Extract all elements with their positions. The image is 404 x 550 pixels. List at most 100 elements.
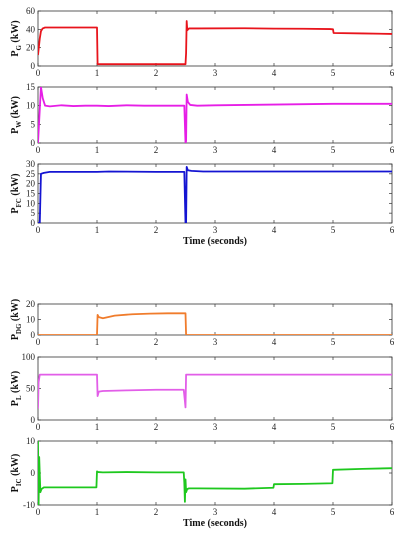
x-tick-label: 4 <box>272 68 277 78</box>
y-axis-label: PFC (kW) <box>10 173 23 213</box>
x-tick-label: 4 <box>272 507 277 517</box>
y-axis-label: PIC (kW) <box>10 454 23 493</box>
y-axis-label-main: P <box>10 128 21 134</box>
y-axis-label-main: P <box>10 207 21 213</box>
x-tick-label: 1 <box>95 145 100 155</box>
x-tick-label: 4 <box>272 145 277 155</box>
y-tick-label: 10 <box>26 315 36 325</box>
y-tick-label: 20 <box>26 299 36 309</box>
series-line <box>38 441 392 505</box>
x-tick-label: 0 <box>36 68 41 78</box>
x-tick-label: 4 <box>272 225 277 235</box>
x-tick-label: 1 <box>95 225 100 235</box>
y-axis-label-sub: L <box>15 395 23 400</box>
x-tick-label: 0 <box>36 225 41 235</box>
y-tick-label: -10 <box>23 500 35 510</box>
x-tick-label: 4 <box>272 422 277 432</box>
x-tick-label: 4 <box>272 337 277 347</box>
x-tick-label: 1 <box>95 507 100 517</box>
y-tick-label: 40 <box>26 24 36 34</box>
y-axis-label-unit: (kW) <box>10 173 21 198</box>
x-tick-label: 1 <box>95 337 100 347</box>
y-axis-label-main: P <box>10 400 21 406</box>
y-axis-label-sub: G <box>15 45 23 51</box>
x-tick-label: 5 <box>331 68 336 78</box>
x-tick-label: 6 <box>390 145 395 155</box>
y-axis-label: PL (kW) <box>10 371 23 407</box>
x-tick-label: 3 <box>213 145 218 155</box>
y-axis-label-unit: (kW) <box>10 371 21 396</box>
y-axis-label: PW (kW) <box>10 96 23 134</box>
y-tick-label: 20 <box>26 43 36 53</box>
plot-frame <box>37 356 393 421</box>
y-tick-label: 0 <box>31 330 36 340</box>
plot-frame <box>37 303 393 336</box>
x-tick-label: 5 <box>331 337 336 347</box>
plot-frame <box>37 10 393 67</box>
series-line <box>38 20 392 66</box>
y-tick-label: 0 <box>31 61 36 71</box>
x-tick-label: 2 <box>154 422 159 432</box>
y-tick-label: 25 <box>26 169 36 179</box>
x-tick-label: 0 <box>36 507 41 517</box>
series-line <box>38 312 392 335</box>
y-axis-label-sub: W <box>15 121 23 128</box>
y-tick-label: 50 <box>26 384 36 394</box>
x-axis-label: Time (seconds) <box>183 518 247 529</box>
y-tick-label: 30 <box>26 159 36 169</box>
y-tick-label: 20 <box>26 179 36 189</box>
x-tick-label: 2 <box>154 145 159 155</box>
x-tick-label: 2 <box>154 225 159 235</box>
y-tick-label: 0 <box>31 415 36 425</box>
subplot-5: 0 1 2 3 4 5 6 0 50 100 PL (kW) <box>10 352 395 432</box>
x-tick-label: 6 <box>390 337 395 347</box>
x-tick-label: 3 <box>213 507 218 517</box>
y-axis-label-sub: FC <box>15 198 23 207</box>
x-axis-label: Time (seconds) <box>183 236 247 247</box>
plot-frame <box>37 86 393 144</box>
x-tick-label: 5 <box>331 422 336 432</box>
y-tick-label: 10 <box>26 101 36 111</box>
y-tick-label: 0 <box>31 468 36 478</box>
plot-frame <box>37 440 393 506</box>
y-axis-label-main: P <box>10 51 21 57</box>
x-tick-label: 0 <box>36 337 41 347</box>
x-tick-label: 5 <box>331 507 336 517</box>
x-tick-label: 5 <box>331 145 336 155</box>
y-tick-label: 0 <box>31 138 36 148</box>
y-tick-label: 15 <box>26 189 36 199</box>
x-tick-label: 6 <box>390 68 395 78</box>
y-tick-label: 5 <box>31 119 36 129</box>
y-axis-label-unit: (kW) <box>10 299 21 324</box>
y-axis-label-unit: (kW) <box>10 20 21 45</box>
y-tick-label: 10 <box>26 436 36 446</box>
x-tick-label: 0 <box>36 422 41 432</box>
x-tick-label: 3 <box>213 225 218 235</box>
y-axis-label-main: P <box>10 334 21 340</box>
y-axis-label-unit: (kW) <box>10 96 21 121</box>
y-tick-label: 0 <box>31 218 36 228</box>
x-tick-label: 3 <box>213 422 218 432</box>
y-axis-label-sub: IC <box>15 478 23 486</box>
x-tick-label: 6 <box>390 422 395 432</box>
series-line <box>38 373 392 409</box>
x-tick-label: 0 <box>36 145 41 155</box>
y-axis-label: PG (kW) <box>10 20 23 56</box>
y-axis-label: PDG (kW) <box>10 299 23 340</box>
x-tick-label: 6 <box>390 225 395 235</box>
y-tick-label: 10 <box>26 198 36 208</box>
series-line <box>38 166 392 223</box>
y-axis-label-sub: DG <box>15 323 23 334</box>
series-line <box>38 87 392 143</box>
y-axis-label-unit: (kW) <box>10 454 21 479</box>
x-tick-label: 1 <box>95 422 100 432</box>
x-tick-label: 3 <box>213 68 218 78</box>
x-tick-label: 2 <box>154 68 159 78</box>
y-tick-label: 5 <box>31 208 36 218</box>
